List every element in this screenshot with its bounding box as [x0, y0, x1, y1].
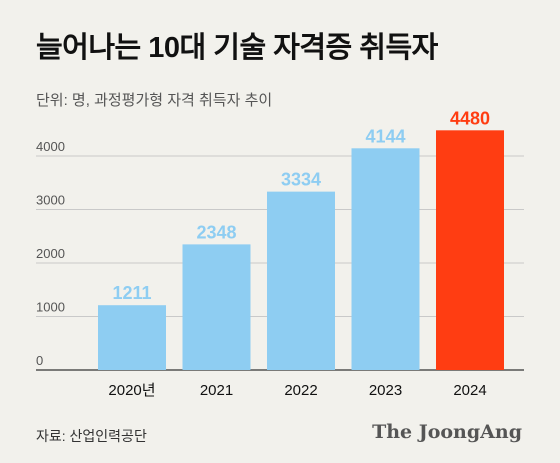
bar-value-label: 1211 [112, 283, 151, 303]
y-tick-label: 0 [36, 353, 43, 368]
x-category-label: 2021 [200, 382, 233, 399]
y-tick-label: 4000 [36, 139, 65, 154]
chart-title: 늘어나는 10대 기술 자격증 취득자 [36, 32, 438, 64]
bar-value-label: 4144 [365, 126, 405, 146]
publisher-logo: The JoongAng [372, 421, 522, 443]
bar-value-label: 3334 [281, 170, 321, 190]
x-category-label: 2022 [284, 382, 317, 399]
chart-subtitle: 단위: 명, 과정평가형 자격 취득자 추이 [36, 92, 273, 109]
source-note: 자료: 산업인력공단 [36, 428, 147, 444]
x-category-label: 2024 [453, 382, 486, 399]
y-tick-label: 3000 [36, 193, 65, 208]
bar-value-label: 2348 [196, 222, 236, 242]
x-category-label: 2020년 [108, 382, 155, 399]
bar [267, 191, 335, 370]
bar [98, 305, 166, 370]
bar [351, 148, 420, 370]
y-tick-label: 1000 [36, 300, 65, 315]
x-category-label: 2023 [369, 382, 402, 399]
bar [436, 130, 504, 370]
y-tick-label: 2000 [36, 246, 65, 261]
bar-value-label: 4480 [450, 108, 490, 128]
bar [182, 244, 251, 370]
